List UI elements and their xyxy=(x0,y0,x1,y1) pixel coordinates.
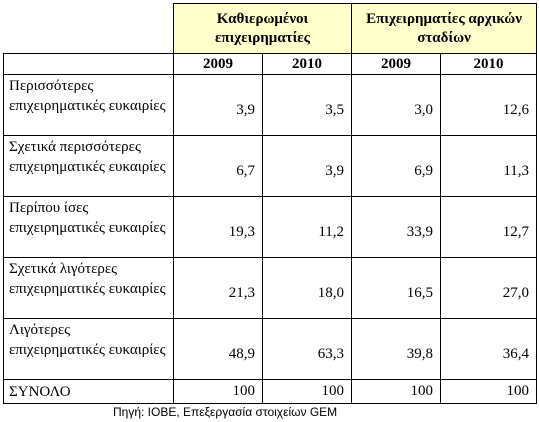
table-cell: 39,8 xyxy=(351,318,442,380)
table-row: Περισσότερες επιχειρηματικές ευκαιρίες 3… xyxy=(3,74,538,136)
total-cell: 100 xyxy=(261,379,353,404)
table-cell: 3,9 xyxy=(261,135,353,197)
group-header-row: Καθιερωμένοι επιχειρηματίες Επιχειρηματί… xyxy=(3,3,538,54)
row-label: Σχετικά περισσότερες επιχειρηματικές ευκ… xyxy=(3,135,174,197)
year-header: 2010 xyxy=(261,53,353,75)
table-cell: 11,3 xyxy=(440,135,538,197)
row-label: Λιγότερες επιχειρηματικές ευκαιρίες xyxy=(3,318,174,380)
year-header: 2009 xyxy=(351,53,442,75)
total-cell: 100 xyxy=(173,379,263,404)
table-row: Σχετικά περισσότερες επιχειρηματικές ευκ… xyxy=(3,135,538,197)
row-label: Περισσότερες επιχειρηματικές ευκαιρίες xyxy=(3,74,174,136)
table-cell: 3,0 xyxy=(351,74,442,136)
table-cell: 3,5 xyxy=(261,74,353,136)
group-header-early-stage: Επιχειρηματίες αρχικών σταδίων xyxy=(351,3,538,54)
table-cell: 27,0 xyxy=(440,257,538,319)
table-cell: 11,2 xyxy=(261,196,353,258)
table-cell: 63,3 xyxy=(261,318,353,380)
table-row: Περίπου ίσες επιχειρηματικές ευκαιρίες 1… xyxy=(3,196,538,258)
table-cell: 12,7 xyxy=(440,196,538,258)
table-cell: 21,3 xyxy=(173,257,263,319)
total-label: ΣΥΝΟΛΟ xyxy=(3,379,174,404)
corner-cell xyxy=(3,3,174,54)
table-cell: 6,7 xyxy=(173,135,263,197)
data-table-container: Καθιερωμένοι επιχειρηματίες Επιχειρηματί… xyxy=(3,3,538,404)
total-cell: 100 xyxy=(440,379,538,404)
row-label: Περίπου ίσες επιχειρηματικές ευκαιρίες xyxy=(3,196,174,258)
table-cell: 18,0 xyxy=(261,257,353,319)
table-cell: 36,4 xyxy=(440,318,538,380)
table-row: Λιγότερες επιχειρηματικές ευκαιρίες 48,9… xyxy=(3,318,538,380)
source-note: Πηγή: ΙΟΒΕ, Επεξεργασία στοιχείων GEM xyxy=(113,405,338,419)
table-cell: 33,9 xyxy=(351,196,442,258)
group-header-established: Καθιερωμένοι επιχειρηματίες xyxy=(172,3,353,54)
year-header-row: 2009 2010 2009 2010 xyxy=(3,53,538,75)
opportunities-table: Καθιερωμένοι επιχειρηματίες Επιχειρηματί… xyxy=(3,3,538,404)
table-row: Σχετικά λιγότερες επιχειρηματικές ευκαιρ… xyxy=(3,257,538,319)
table-cell: 16,5 xyxy=(351,257,442,319)
row-label: Σχετικά λιγότερες επιχειρηματικές ευκαιρ… xyxy=(3,257,174,319)
table-cell: 6,9 xyxy=(351,135,442,197)
total-cell: 100 xyxy=(351,379,442,404)
year-row-label-cell xyxy=(3,53,174,75)
table-cell: 19,3 xyxy=(173,196,263,258)
table-cell: 48,9 xyxy=(173,318,263,380)
total-row: ΣΥΝΟΛΟ 100 100 100 100 xyxy=(3,379,538,404)
table-cell: 12,6 xyxy=(440,74,538,136)
year-header: 2010 xyxy=(440,53,538,75)
table-cell: 3,9 xyxy=(173,74,263,136)
year-header: 2009 xyxy=(173,53,263,75)
